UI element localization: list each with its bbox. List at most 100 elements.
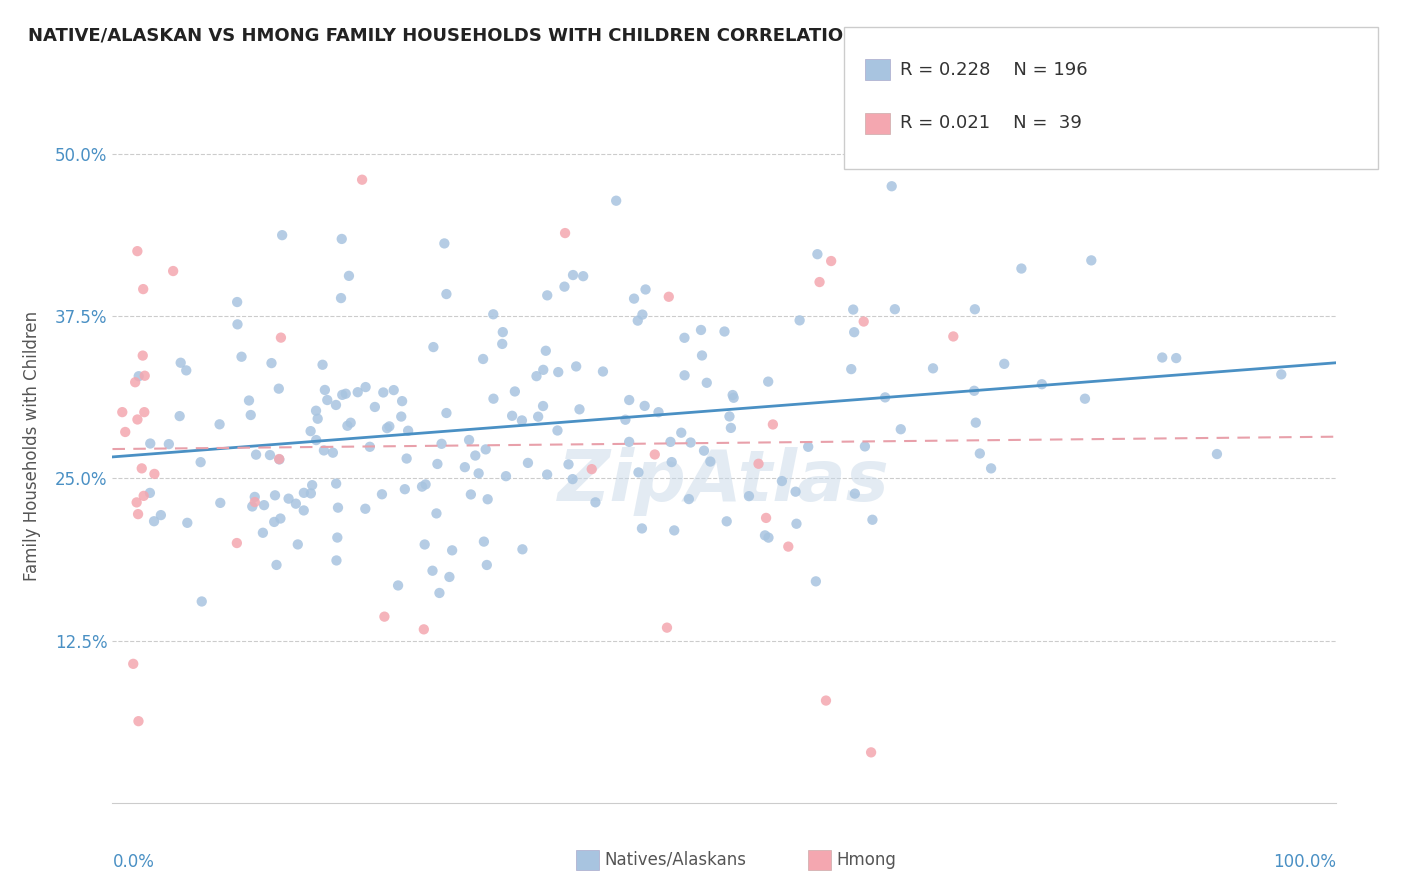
Point xyxy=(225,536,247,550)
Point xyxy=(269,511,291,525)
Point xyxy=(395,451,418,466)
Point xyxy=(263,515,285,529)
Point xyxy=(585,495,607,509)
Point xyxy=(690,323,713,337)
Point xyxy=(1270,368,1292,382)
Point xyxy=(122,657,145,671)
Text: ZipAtlas: ZipAtlas xyxy=(558,447,890,516)
Point xyxy=(441,543,464,558)
Point xyxy=(738,489,761,503)
Point xyxy=(375,421,398,435)
Point xyxy=(762,417,785,432)
Point xyxy=(820,254,842,268)
Point xyxy=(391,394,413,409)
Point xyxy=(875,391,897,405)
Point xyxy=(1010,261,1032,276)
Point xyxy=(655,621,678,635)
Point xyxy=(354,501,377,516)
Point xyxy=(231,350,253,364)
Point xyxy=(339,416,361,430)
Point xyxy=(546,424,568,438)
Point xyxy=(336,418,359,433)
Point xyxy=(311,358,333,372)
Point xyxy=(531,399,554,413)
Point xyxy=(325,553,347,567)
Point xyxy=(572,269,595,284)
Point xyxy=(789,313,811,327)
Point xyxy=(814,693,837,707)
Point xyxy=(264,488,287,502)
Point xyxy=(477,492,499,507)
Point xyxy=(860,745,883,759)
Point xyxy=(284,497,307,511)
Point xyxy=(305,433,328,447)
Point xyxy=(475,558,498,572)
Text: NATIVE/ALASKAN VS HMONG FAMILY HOUSEHOLDS WITH CHILDREN CORRELATION CHART: NATIVE/ALASKAN VS HMONG FAMILY HOUSEHOLD… xyxy=(28,27,932,45)
Point xyxy=(844,325,866,339)
Point xyxy=(464,449,486,463)
Point xyxy=(922,361,945,376)
Point xyxy=(139,436,162,450)
Point xyxy=(429,586,451,600)
Point xyxy=(1074,392,1097,406)
Point xyxy=(299,424,322,438)
Point xyxy=(797,440,820,454)
Point xyxy=(647,405,669,419)
Point xyxy=(325,398,347,412)
Point xyxy=(266,558,288,572)
Point xyxy=(852,314,875,328)
Point xyxy=(699,454,721,468)
Point xyxy=(495,469,517,483)
Point xyxy=(673,368,696,383)
Point xyxy=(305,403,328,417)
Point xyxy=(132,489,155,503)
Point xyxy=(554,226,576,240)
Point xyxy=(756,375,779,389)
Point xyxy=(785,484,807,499)
Point xyxy=(422,340,444,354)
Point xyxy=(125,495,148,509)
Point xyxy=(312,443,335,458)
Text: Natives/Alaskans: Natives/Alaskans xyxy=(605,851,747,869)
Point xyxy=(553,279,575,293)
Point xyxy=(671,425,693,440)
Point xyxy=(785,516,807,531)
Point xyxy=(839,362,862,376)
Point xyxy=(605,194,627,208)
Point xyxy=(472,351,495,366)
Text: Source: ZipAtlas.com: Source: ZipAtlas.com xyxy=(1230,27,1378,41)
Point xyxy=(482,392,505,406)
Point xyxy=(619,392,641,407)
Point xyxy=(330,388,353,402)
Point xyxy=(1080,253,1102,268)
Point xyxy=(547,365,569,379)
Point xyxy=(253,498,276,512)
Point xyxy=(439,570,461,584)
Point xyxy=(561,472,583,486)
Point xyxy=(614,413,637,427)
Text: R = 0.228    N = 196: R = 0.228 N = 196 xyxy=(900,61,1087,78)
Point xyxy=(512,542,534,557)
Point xyxy=(467,467,489,481)
Point xyxy=(425,507,447,521)
Point xyxy=(208,417,231,432)
Point xyxy=(337,268,360,283)
Point xyxy=(287,537,309,551)
Point xyxy=(510,413,533,427)
Point xyxy=(458,433,481,447)
Point xyxy=(371,487,394,501)
Point xyxy=(209,496,232,510)
Point xyxy=(664,524,686,538)
Point xyxy=(389,409,412,424)
Point xyxy=(627,313,650,327)
Point xyxy=(644,448,666,462)
Point xyxy=(562,268,585,282)
Point xyxy=(269,452,291,467)
Point xyxy=(1206,447,1229,461)
Point xyxy=(316,392,339,407)
Point xyxy=(132,349,155,363)
Point xyxy=(243,495,266,509)
Point xyxy=(127,412,149,426)
Point xyxy=(880,179,903,194)
Point xyxy=(536,288,558,302)
